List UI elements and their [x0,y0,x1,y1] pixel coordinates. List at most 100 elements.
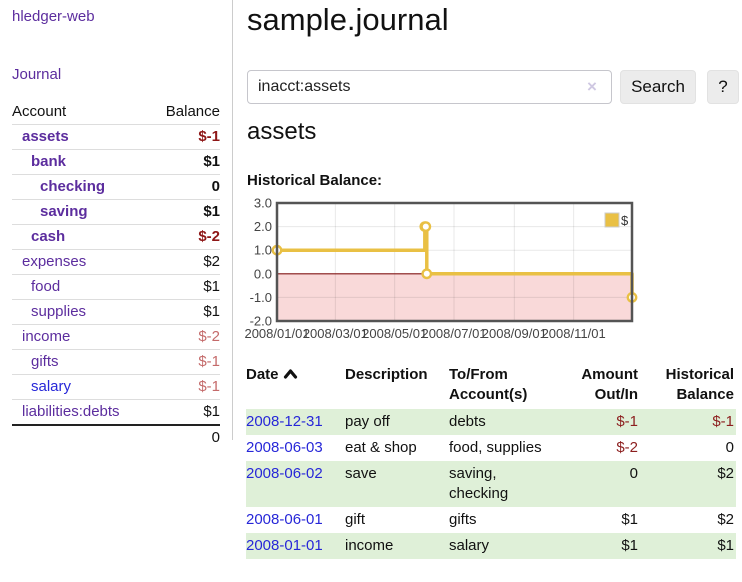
y-tick-label: 0.0 [254,266,272,281]
historical-balance-chart: $3.0 2.0 1.0 0.0 -1.0 -2.0 2008/01/01 2008/03/0… [244,196,646,346]
account-balance: $-1 [150,124,220,150]
account-link[interactable]: gifts [31,353,59,370]
account-row: liabilities:debts $1 [12,399,220,425]
transaction-accounts: food, supplies [449,439,542,456]
account-link[interactable]: cash [31,228,66,245]
y-tick-label: -2.0 [250,314,272,329]
data-point-marker [420,221,432,233]
register-row: 2008-06-01 gift gifts $1 $2 [246,507,736,533]
account-balance: 0 [150,174,220,200]
account-link[interactable]: food [31,278,61,295]
register-row: 2008-06-03 eat & shop food, supplies $-2 0 [246,435,736,461]
transaction-accounts: salary [449,537,490,554]
register-header-date[interactable]: Date [246,361,345,409]
account-link[interactable]: expenses [22,253,87,270]
account-row: salary $-1 [12,374,220,400]
account-row: saving $1 [12,199,220,225]
account-heading: assets [247,118,317,145]
account-balance: $-1 [150,374,220,400]
x-tick-label: 2008/09/01 [482,326,547,341]
account-balance: $1 [150,199,220,225]
transaction-description: income [345,537,394,554]
x-tick-label: 2008/03/01 [303,326,368,341]
transaction-accounts: saving, checking [449,465,509,502]
account-balance: $-1 [150,349,220,375]
accounts-table-header: Account Balance [12,100,220,125]
transaction-date-link[interactable]: 2008-06-02 [246,465,323,482]
search-input[interactable] [247,70,612,104]
register-row: 2008-06-02 save saving, checking 0 $2 [246,461,736,507]
account-balance: $1 [150,274,220,300]
legend-label: $ [621,213,629,228]
transaction-amount: $1 [621,511,638,528]
account-link[interactable]: supplies [31,303,87,320]
transaction-balance: $2 [717,511,734,528]
transaction-accounts: debts [449,413,486,430]
transaction-amount: $-1 [616,413,638,430]
account-link[interactable]: checking [40,178,106,195]
account-link[interactable]: bank [31,153,67,170]
account-link[interactable]: saving [40,203,88,220]
transaction-balance: $1 [717,537,734,554]
account-balance: $1 [150,149,220,175]
account-row: checking 0 [12,174,220,200]
accounts-total-row: 0 [12,424,220,450]
data-point-marker [421,268,433,280]
transaction-balance: $2 [717,465,734,482]
register-table-header: Date Description To/From Account(s) Amou… [246,361,736,409]
account-balance: $1 [150,299,220,325]
transaction-date-link[interactable]: 2008-06-03 [246,439,323,456]
register-header-balance: Historical Balance [665,366,734,403]
x-tick-label: 2008/11/01 [542,326,606,341]
account-link[interactable]: income [22,328,71,345]
transaction-description: save [345,465,377,482]
caret-up-icon [283,369,297,379]
transaction-accounts: gifts [449,511,477,528]
y-tick-label: 2.0 [254,219,272,234]
transaction-date-link[interactable]: 2008-06-01 [246,511,323,528]
transaction-date-link[interactable]: 2008-01-01 [246,537,323,554]
transaction-description: gift [345,511,366,528]
chart-title: Historical Balance: [247,172,383,189]
register-row: 2008-12-31 pay off debts $-1 $-1 [246,409,736,435]
account-row: cash $-2 [12,224,220,250]
register-header-description: Description [345,366,428,383]
accounts-header-account: Account [12,103,67,120]
transaction-amount: $-2 [616,439,638,456]
account-link[interactable]: assets [22,128,69,145]
register-table: Date Description To/From Account(s) Amou… [246,361,736,559]
chart-border [275,201,634,323]
sidebar-divider [232,0,233,440]
account-row: gifts $-1 [12,349,220,375]
app-title-link[interactable]: hledger-web [12,8,95,25]
account-row: expenses $2 [12,249,220,275]
accounts-balance-table: Account Balance assets $-1 bank $1 checking 0… [12,100,220,450]
y-tick-label: 3.0 [254,196,272,211]
account-balance: $1 [150,399,220,425]
help-button[interactable]: ? [707,70,739,104]
transaction-amount: 0 [629,465,638,482]
account-row: supplies $1 [12,299,220,325]
transaction-balance: $-1 [712,413,734,430]
accounts-total-value: 0 [150,424,220,450]
x-tick-label: 2008/01/01 [244,326,309,341]
x-tick-label: 2008/07/01 [421,326,486,341]
x-tick-label: 2008/05/01 [362,326,427,341]
clear-search-icon[interactable]: × [587,77,597,96]
account-link[interactable]: salary [31,378,72,395]
transaction-balance: 0 [725,439,734,456]
account-balance: $2 [150,249,220,275]
account-row: bank $1 [12,149,220,175]
register-row: 2008-01-01 income salary $1 $1 [246,533,736,559]
account-row: food $1 [12,274,220,300]
negative-region [277,273,632,321]
account-link[interactable]: liabilities:debts [22,403,120,420]
transaction-amount: $1 [621,537,638,554]
legend-swatch [604,212,620,228]
search-button[interactable]: Search [620,70,696,104]
account-row: assets $-1 [12,124,220,150]
transaction-description: pay off [345,413,390,430]
sidebar-item-journal[interactable]: Journal [12,66,62,83]
register-header-accounts: To/From Account(s) [449,366,528,403]
transaction-date-link[interactable]: 2008-12-31 [246,413,323,430]
